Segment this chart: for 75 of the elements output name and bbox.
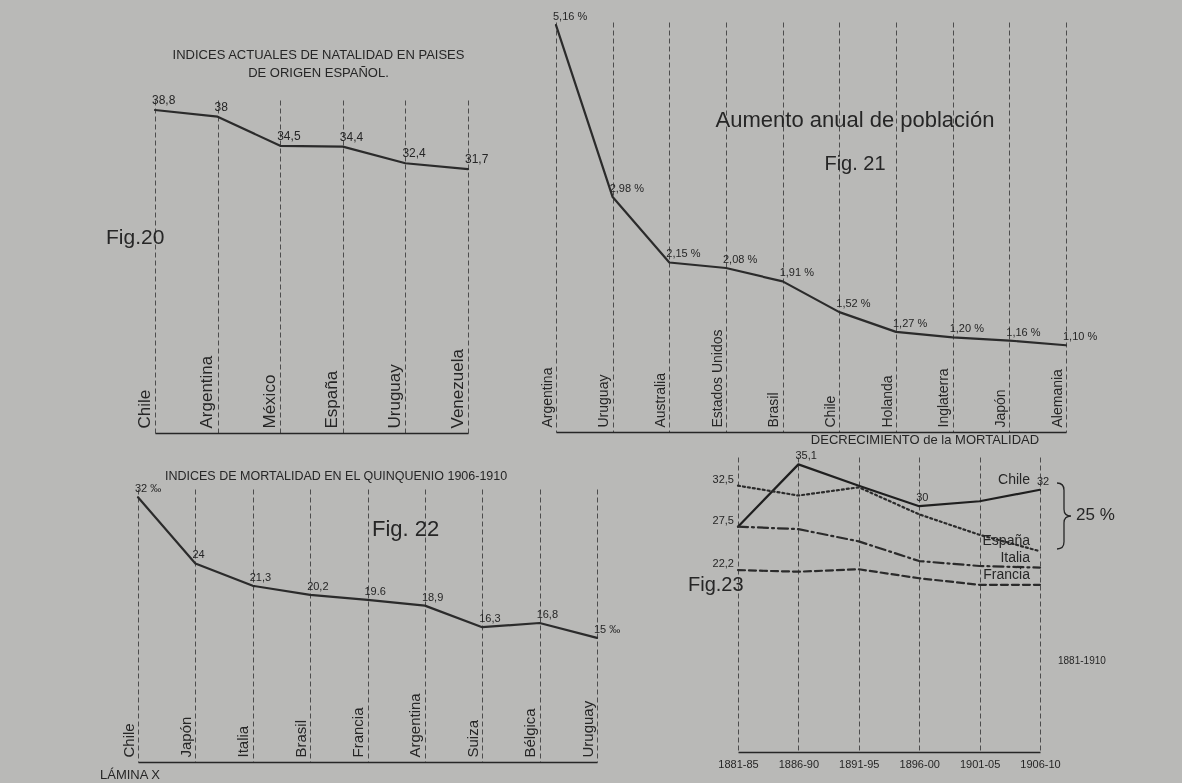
data-label: 1,20 % bbox=[949, 322, 985, 335]
annotation: Fig.20 bbox=[106, 225, 165, 248]
data-label: 18,9 bbox=[421, 590, 444, 603]
series-label: Chile bbox=[998, 470, 1031, 487]
x-tick-label: Japón bbox=[991, 389, 1008, 428]
x-tick-label: Francia bbox=[349, 706, 366, 758]
text: Aumento anual de población bbox=[715, 107, 995, 133]
data-label: 30 bbox=[916, 491, 929, 504]
text: LÁMINA X bbox=[100, 767, 160, 782]
data-label: 34,5 bbox=[277, 128, 301, 143]
series-label: Italia bbox=[1000, 548, 1031, 565]
data-label: 1,91 % bbox=[779, 266, 815, 279]
data-label: 2,08 % bbox=[723, 253, 758, 265]
x-tick-label: 1881-85 bbox=[718, 757, 759, 770]
data-label: 38 bbox=[214, 99, 229, 114]
x-tick-label: Argentina bbox=[197, 355, 217, 429]
x-tick-label: Estados Unidos bbox=[708, 329, 725, 428]
data-label: 1,52 % bbox=[836, 297, 871, 310]
x-tick-label: 1886-90 bbox=[778, 757, 820, 770]
x-tick-label: Bélgica bbox=[521, 707, 539, 758]
chart-title: INDICES DE MORTALIDAD EN EL QUINQUENIO 1906-1910 bbox=[165, 468, 508, 483]
text: 1881-1910 bbox=[1058, 655, 1106, 666]
chart-title: DECRECIMIENTO de la MORTALIDAD bbox=[810, 432, 1040, 448]
x-tick-label: España bbox=[322, 370, 342, 429]
data-label: 32,5 bbox=[712, 472, 734, 485]
x-tick-label: 1891-95 bbox=[839, 757, 880, 770]
x-tick-label: 1901-05 bbox=[959, 757, 1001, 770]
data-label: 2,15 % bbox=[666, 247, 701, 260]
x-tick-label: Chile bbox=[119, 723, 137, 758]
data-label: 27,5 bbox=[712, 513, 734, 526]
data-label: 34,4 bbox=[339, 129, 364, 144]
x-tick-label: Alemania bbox=[1048, 368, 1065, 428]
x-tick-label: Venezuela bbox=[447, 348, 467, 429]
x-tick-label: Chile bbox=[821, 395, 838, 428]
data-label: 15 ‰ bbox=[594, 622, 621, 635]
x-tick-label: Uruguay bbox=[578, 700, 596, 758]
data-label: 22,2 bbox=[712, 557, 734, 570]
annotation: Fig.23 bbox=[688, 573, 744, 595]
data-label: 1,10 % bbox=[1063, 330, 1098, 343]
data-label: 32 ‰ bbox=[135, 482, 162, 495]
data-label: 35,1 bbox=[795, 449, 817, 462]
data-label: 1,27 % bbox=[893, 316, 928, 329]
x-tick-label: 1906-10 bbox=[1020, 757, 1061, 770]
data-label: 5,16 % bbox=[553, 10, 588, 23]
x-tick-label: Chile bbox=[134, 389, 154, 429]
series-label: Francia bbox=[983, 565, 1031, 582]
data-label: 24 bbox=[192, 548, 205, 561]
chart-title: INDICES ACTUALES DE NATALIDAD EN PAISES DE ORIGEN ESPAÑOL. bbox=[172, 47, 465, 80]
data-label: 1,16 % bbox=[1006, 325, 1041, 338]
x-tick-label: Holanda bbox=[878, 375, 895, 428]
x-tick-label: Argentina bbox=[406, 692, 424, 758]
x-tick-label: Japón bbox=[176, 716, 194, 758]
x-tick-label: 1896-00 bbox=[899, 757, 940, 770]
data-label: 16,3 bbox=[479, 612, 501, 625]
x-tick-label: Suiza bbox=[463, 719, 481, 758]
data-label: 32,4 bbox=[402, 146, 427, 161]
x-tick-label: Italia bbox=[234, 725, 252, 758]
data-label: 20,2 bbox=[307, 579, 329, 592]
data-label: 31,7 bbox=[465, 152, 489, 167]
x-tick-label: Argentina bbox=[538, 367, 555, 428]
x-tick-label: México bbox=[259, 374, 279, 429]
x-tick-label: Uruguay bbox=[595, 374, 612, 428]
data-label: 16,8 bbox=[536, 608, 559, 621]
data-label: 38,8 bbox=[152, 92, 176, 107]
x-tick-label: Australia bbox=[651, 372, 668, 428]
data-label: 32 bbox=[1037, 474, 1050, 487]
annotation: Fig. 22 bbox=[372, 516, 440, 541]
data-label: 21,3 bbox=[249, 570, 272, 583]
x-tick-label: Inglaterra bbox=[935, 368, 952, 428]
text: Fig. 21 bbox=[824, 152, 886, 175]
x-tick-label: Uruguay bbox=[384, 363, 404, 429]
text: 25 % bbox=[1076, 505, 1115, 524]
data-label: 19.6 bbox=[364, 584, 386, 597]
x-tick-label: Brasil bbox=[291, 719, 309, 758]
x-tick-label: Brasil bbox=[765, 392, 782, 428]
